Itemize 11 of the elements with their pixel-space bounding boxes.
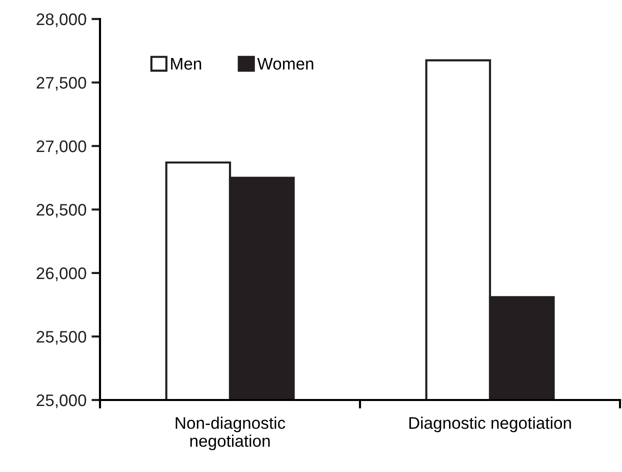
y-tick-label: 25,000 (36, 394, 86, 408)
y-tick-label: 28,000 (36, 13, 86, 28)
legend-label: Men (171, 58, 202, 70)
x-tick-label: Non-diagnostic negotiation (176, 416, 286, 450)
legend-label: Women (257, 58, 314, 70)
y-tick-label: 25,500 (36, 330, 86, 345)
x-tick-label: Diagnostic negotiation (409, 416, 571, 432)
y-tick-label: 26,500 (36, 204, 86, 218)
y-tick-label: 27,000 (36, 140, 86, 154)
y-tick-label: 27,500 (36, 76, 86, 91)
y-tick-label: 26,000 (36, 267, 86, 282)
